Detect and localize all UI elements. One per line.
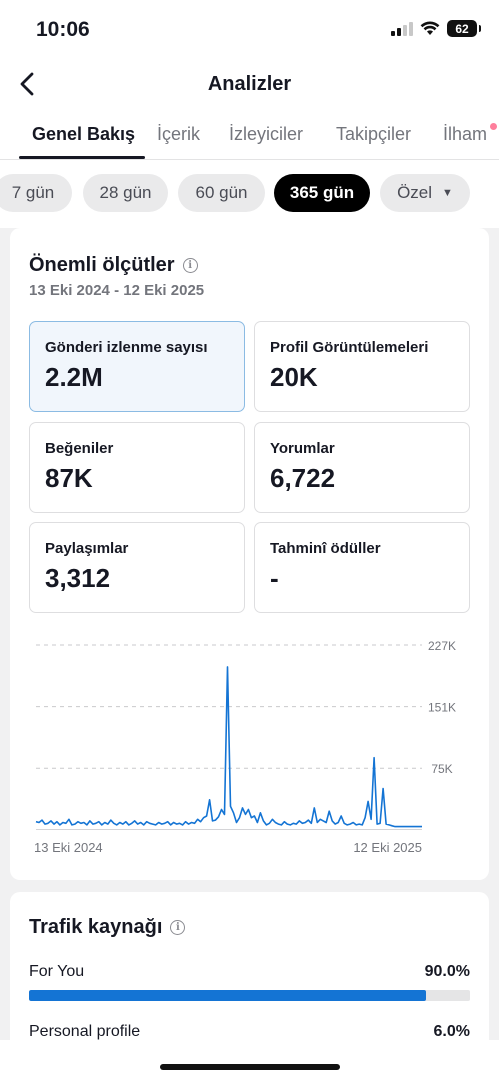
x-end-label: 12 Eki 2025: [353, 840, 422, 855]
nav-bar: Analizler: [0, 60, 499, 110]
status-time: 10:06: [36, 18, 90, 41]
traffic-name: For You: [29, 963, 85, 980]
traffic-bar-for-you: [29, 990, 470, 1001]
info-icon[interactable]: i: [170, 920, 186, 935]
chip-60-days[interactable]: 60 gün: [178, 174, 265, 212]
back-arrow-icon[interactable]: [14, 70, 42, 98]
date-range: 13 Eki 2024 - 12 Eki 2025: [29, 282, 205, 299]
info-icon[interactable]: i: [182, 258, 198, 273]
x-start-label: 13 Eki 2024: [34, 840, 103, 855]
metric-value: 87K: [45, 463, 93, 493]
y-tick-label: 75K: [431, 762, 452, 776]
period-filter: 7 gün 28 gün 60 gün 365 gün Özel ▼: [0, 174, 499, 214]
status-bar: 10:06 62: [0, 0, 499, 60]
y-tick-label: 151K: [428, 701, 456, 715]
metric-label: Yorumlar: [270, 440, 335, 457]
metric-profile-views[interactable]: Profil Görüntülemeleri 20K: [254, 321, 470, 412]
active-tab-indicator: [19, 156, 145, 159]
notification-dot: [490, 123, 497, 130]
page-title: Analizler: [207, 73, 292, 95]
chip-365-days[interactable]: 365 gün: [274, 174, 370, 212]
chip-custom[interactable]: Özel ▼: [380, 174, 470, 212]
chip-28-days[interactable]: 28 gün: [83, 174, 168, 212]
metric-label: Gönderi izlenme sayısı: [45, 339, 208, 356]
key-metrics-card: Önemli ölçütler i 13 Eki 2024 - 12 Eki 2…: [10, 228, 489, 880]
tab-inspiration[interactable]: İlham: [443, 124, 488, 144]
traffic-bar-fill: [29, 990, 426, 1001]
metric-label: Paylaşımlar: [45, 540, 129, 557]
tab-viewers[interactable]: İzleyiciler: [229, 124, 304, 144]
metric-post-views[interactable]: Gönderi izlenme sayısı 2.2M: [29, 321, 245, 412]
metric-comments[interactable]: Yorumlar 6,722: [254, 422, 470, 513]
tab-overview[interactable]: Genel Bakış: [32, 124, 136, 144]
tab-content[interactable]: İçerik: [157, 124, 201, 144]
traffic-source-title-text: Trafik kaynağı: [29, 916, 163, 938]
metric-label: Profil Görüntülemeleri: [270, 339, 429, 356]
metric-value: -: [270, 563, 279, 593]
metric-value: 20K: [270, 362, 318, 392]
metric-shares[interactable]: Paylaşımlar 3,312: [29, 522, 245, 613]
metric-value: 2.2M: [45, 362, 103, 392]
wifi-icon: [420, 21, 440, 35]
battery-icon: 62: [447, 20, 481, 37]
top-area: 10:06 62 Analizler Genel Bakış İçerik İz…: [0, 0, 499, 228]
metric-label: Beğeniler: [45, 440, 114, 457]
views-chart[interactable]: 227K 151K 75K 13 Eki 2024 12 Eki 2025: [30, 633, 480, 863]
y-tick-label: 227K: [428, 639, 456, 653]
tab-bar: Genel Bakış İçerik İzleyiciler Takipçile…: [0, 112, 499, 160]
traffic-percent: 6.0%: [433, 1023, 470, 1040]
chip-custom-label: Özel: [397, 183, 433, 202]
chip-7-days[interactable]: 7 gün: [0, 174, 72, 212]
home-indicator[interactable]: [160, 1064, 340, 1070]
caret-down-icon: ▼: [442, 187, 453, 199]
series-line: [35, 666, 422, 828]
metric-value: 6,722: [270, 463, 336, 493]
key-metrics-title-text: Önemli ölçütler: [29, 254, 175, 276]
key-metrics-title: Önemli ölçütler i: [29, 254, 198, 277]
metric-estimated-rewards[interactable]: Tahminî ödüller -: [254, 522, 470, 613]
home-indicator-bar: [0, 1040, 499, 1080]
traffic-name: Personal profile: [29, 1023, 141, 1040]
traffic-percent: 90.0%: [424, 963, 470, 980]
cellular-signal-icon: [391, 21, 413, 36]
metric-likes[interactable]: Beğeniler 87K: [29, 422, 245, 513]
metric-label: Tahminî ödüller: [270, 540, 381, 557]
traffic-source-card: Trafik kaynağı i For You 90.0% Personal …: [10, 892, 489, 1042]
status-icons: 62: [391, 20, 481, 37]
metric-value: 3,312: [45, 563, 111, 593]
tab-followers[interactable]: Takipçiler: [336, 124, 412, 144]
traffic-source-title: Trafik kaynağı i: [29, 916, 186, 939]
